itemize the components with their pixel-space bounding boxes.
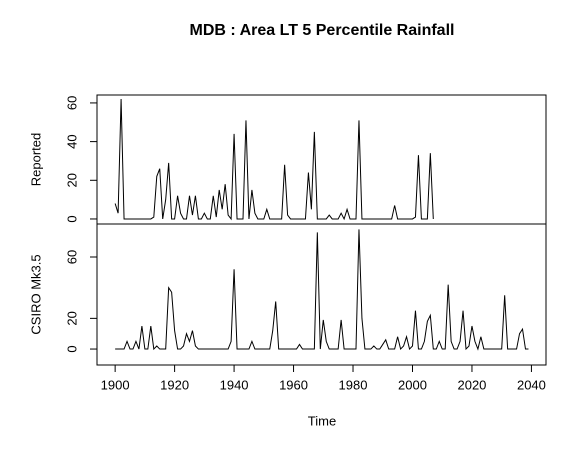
data-line [114, 99, 434, 221]
x-tick-label: 1980 [339, 377, 368, 392]
x-tick-label: 1940 [220, 377, 249, 392]
y-tick-label: 20 [64, 173, 79, 187]
x-tick-label: 2000 [398, 377, 427, 392]
chart-title: MDB : Area LT 5 Percentile Rainfall [190, 22, 455, 39]
x-tick-label: 2040 [517, 377, 546, 392]
y-tick-label: 20 [64, 311, 79, 325]
y-tick-label: 60 [64, 250, 79, 264]
x-tick-label: 1960 [279, 377, 308, 392]
panel-frame [96, 223, 547, 366]
y-tick-label: 0 [64, 215, 79, 222]
y-axis-label: CSIRO Mk3.5 [28, 254, 43, 334]
x-tick-label: 1920 [160, 377, 189, 392]
panel-frame [96, 94, 547, 225]
x-tick-label: 2020 [457, 377, 486, 392]
y-axis-label: Reported [28, 133, 43, 186]
y-tick-label: 60 [64, 96, 79, 110]
x-axis-label: Time [308, 413, 336, 428]
x-tick-label: 1900 [101, 377, 130, 392]
y-tick-label: 0 [64, 345, 79, 352]
y-tick-label: 40 [64, 134, 79, 148]
data-line [115, 229, 529, 351]
